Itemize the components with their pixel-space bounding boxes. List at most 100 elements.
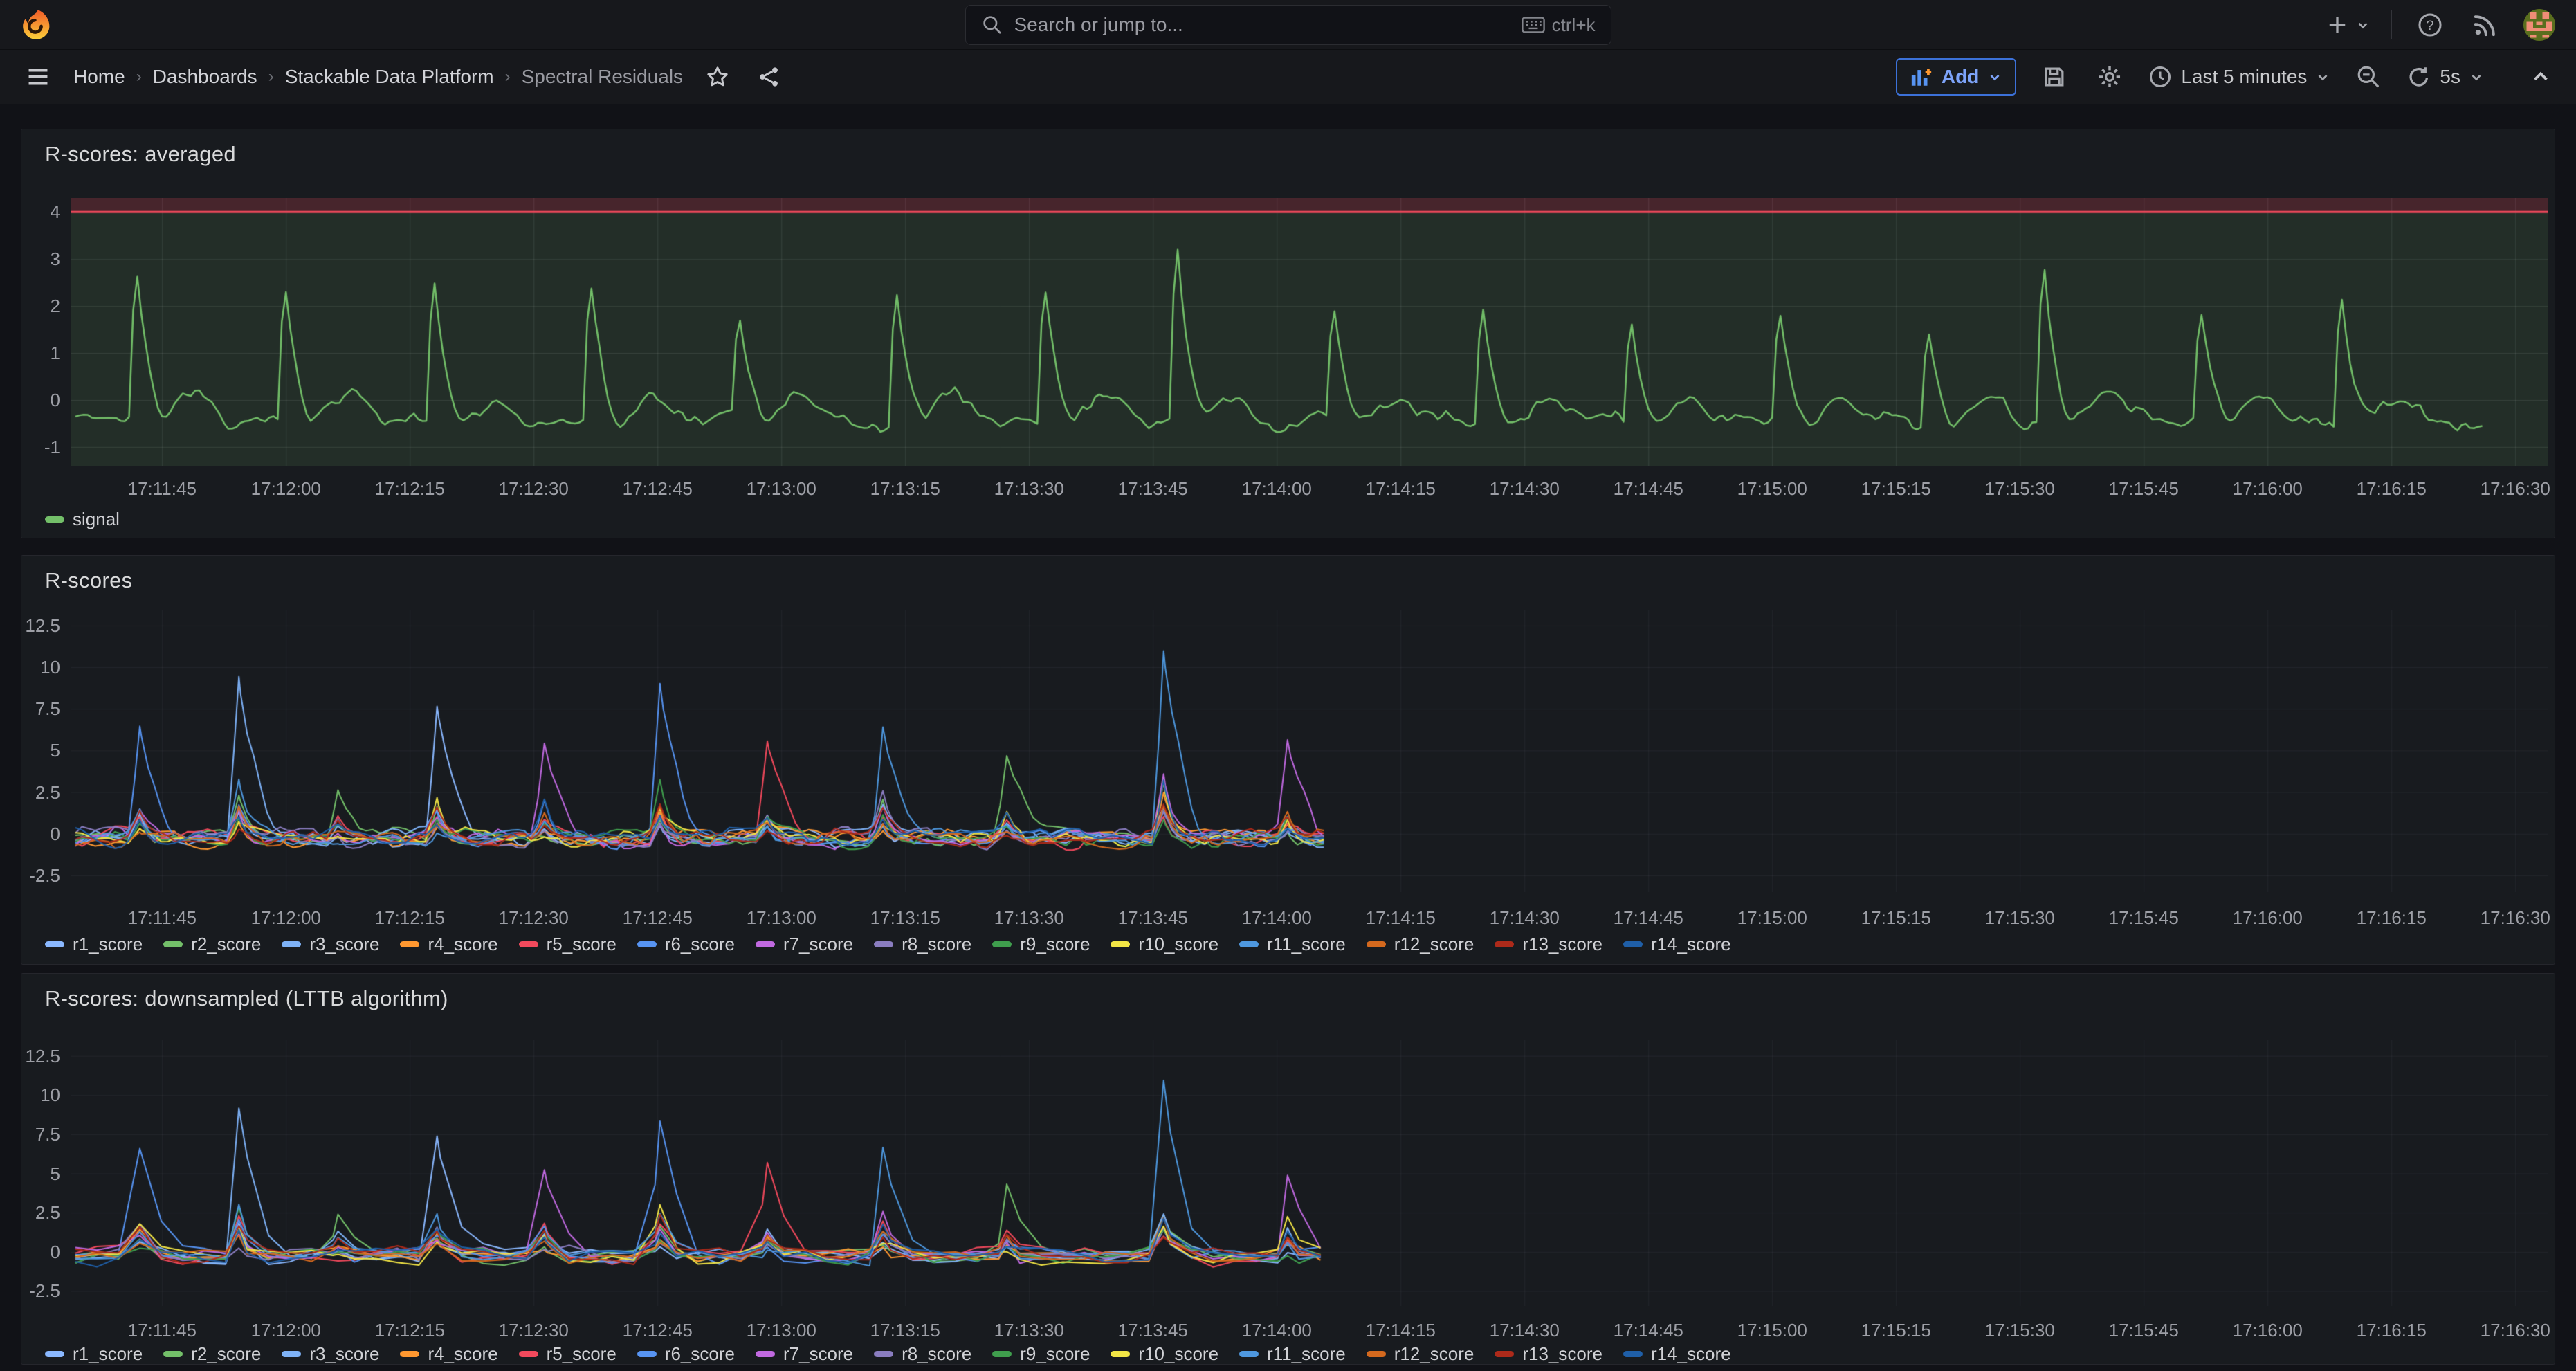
legend-item-r9_score[interactable]: r9_score — [992, 934, 1090, 955]
legend-item-r5_score[interactable]: r5_score — [519, 934, 616, 955]
panel-title[interactable]: R-scores: downsampled (LTTB algorithm) — [45, 986, 448, 1011]
legend-item-r13_score[interactable]: r13_score — [1495, 1343, 1602, 1365]
legend-label: r5_score — [547, 1343, 616, 1365]
legend-item-r1_score[interactable]: r1_score — [45, 934, 143, 955]
legend-item-r12_score[interactable]: r12_score — [1367, 1343, 1474, 1365]
zoom-out-button[interactable] — [2351, 60, 2386, 94]
legend-item-r11_score[interactable]: r11_score — [1239, 1343, 1346, 1365]
dashboard-settings-button[interactable] — [2092, 60, 2127, 94]
top-bar: Search or jump to... ctrl+k ? — [0, 0, 2576, 50]
legend-item-r4_score[interactable]: r4_score — [400, 1343, 497, 1365]
time-series-plot[interactable] — [71, 1040, 2548, 1306]
legend-item-r7_score[interactable]: r7_score — [756, 1343, 853, 1365]
search-input[interactable]: Search or jump to... ctrl+k — [965, 5, 1611, 45]
y-tick-label: 1 — [21, 343, 60, 363]
y-tick-label: 10 — [21, 1084, 60, 1105]
x-tick-label: 17:14:15 — [1345, 907, 1456, 929]
help-button[interactable]: ? — [2413, 8, 2447, 42]
breadcrumb-current: Spectral Residuals — [522, 66, 683, 88]
legend-item-r10_score[interactable]: r10_score — [1111, 1343, 1218, 1365]
legend-item-r8_score[interactable]: r8_score — [874, 934, 971, 955]
x-tick-label: 17:16:15 — [2336, 1320, 2447, 1341]
legend-item-r10_score[interactable]: r10_score — [1111, 934, 1218, 955]
legend-color-pill — [519, 1351, 538, 1357]
chevron-right-icon: › — [505, 67, 511, 87]
legend-item-r2_score[interactable]: r2_score — [163, 1343, 261, 1365]
legend-label: r7_score — [783, 934, 853, 955]
legend-item-r3_score[interactable]: r3_score — [282, 934, 379, 955]
legend-color-pill — [992, 1351, 1012, 1357]
add-panel-button[interactable]: Add — [1896, 58, 2016, 96]
legend-item-r1_score[interactable]: r1_score — [45, 1343, 143, 1365]
y-tick-label: 0 — [21, 824, 60, 844]
x-tick-label: 17:14:00 — [1221, 1320, 1332, 1341]
legend-item-r11_score[interactable]: r11_score — [1239, 934, 1346, 955]
legend-color-pill — [45, 941, 64, 947]
save-dashboard-button[interactable] — [2037, 60, 2072, 94]
legend-item-r12_score[interactable]: r12_score — [1367, 934, 1474, 955]
time-series-plot[interactable] — [71, 198, 2548, 466]
x-tick-label: 17:15:30 — [1964, 1320, 2075, 1341]
legend-color-pill — [637, 941, 657, 947]
x-tick-label: 17:16:15 — [2336, 907, 2447, 929]
x-tick-label: 17:14:15 — [1345, 478, 1456, 500]
legend-color-pill — [756, 941, 775, 947]
x-tick-label: 17:15:30 — [1964, 907, 2075, 929]
new-menu-button[interactable] — [2325, 12, 2371, 37]
x-tick-label: 17:12:00 — [230, 907, 341, 929]
legend-item-r13_score[interactable]: r13_score — [1495, 934, 1602, 955]
favorite-star-button[interactable] — [701, 60, 734, 93]
collapse-toolbar-button[interactable] — [2526, 62, 2555, 91]
time-range-picker[interactable]: Last 5 minutes — [2148, 64, 2330, 89]
refresh-icon — [2406, 64, 2431, 89]
legend-color-pill — [1239, 941, 1259, 947]
legend-color-pill — [637, 1351, 657, 1357]
legend-item-r3_score[interactable]: r3_score — [282, 1343, 379, 1365]
legend-item-r6_score[interactable]: r6_score — [637, 1343, 735, 1365]
news-rss-button[interactable] — [2468, 8, 2503, 42]
time-series-plot[interactable] — [71, 610, 2548, 892]
legend-item-r4_score[interactable]: r4_score — [400, 934, 497, 955]
legend-item-r14_score[interactable]: r14_score — [1623, 934, 1731, 955]
search-shortcut: ctrl+k — [1552, 15, 1596, 36]
panel-legend: r1_score r2_score r3_score r4_score r5_score… — [45, 934, 1731, 955]
panel-title[interactable]: R-scores — [45, 568, 132, 593]
legend-item-r9_score[interactable]: r9_score — [992, 1343, 1090, 1365]
legend-color-pill — [45, 1351, 64, 1357]
y-tick-label: 0 — [21, 390, 60, 410]
share-button[interactable] — [752, 60, 785, 93]
y-tick-label: 0 — [21, 1242, 60, 1262]
legend-label: r12_score — [1394, 1343, 1474, 1365]
breadcrumb-dashboards[interactable]: Dashboards — [153, 66, 257, 88]
legend-item-signal[interactable]: signal — [45, 509, 120, 530]
x-tick-label: 17:15:00 — [1717, 478, 1827, 500]
legend-item-r7_score[interactable]: r7_score — [756, 934, 853, 955]
legend-item-r14_score[interactable]: r14_score — [1623, 1343, 1731, 1365]
panel-title[interactable]: R-scores: averaged — [45, 142, 236, 167]
user-avatar[interactable] — [2523, 9, 2555, 41]
legend-color-pill — [163, 941, 183, 947]
breadcrumb-folder[interactable]: Stackable Data Platform — [285, 66, 494, 88]
legend-item-r5_score[interactable]: r5_score — [519, 1343, 616, 1365]
legend-label: r13_score — [1522, 1343, 1602, 1365]
x-tick-label: 17:13:30 — [974, 907, 1084, 929]
legend-label: r11_score — [1267, 1343, 1346, 1365]
x-tick-label: 17:14:00 — [1221, 478, 1332, 500]
y-tick-label: 2 — [21, 296, 60, 316]
x-tick-label: 17:14:30 — [1469, 1320, 1580, 1341]
x-tick-label: 17:11:45 — [107, 907, 217, 929]
legend-label: r10_score — [1138, 934, 1218, 955]
grafana-logo-icon[interactable] — [21, 9, 53, 41]
x-tick-label: 17:12:45 — [602, 1320, 713, 1341]
legend-item-r2_score[interactable]: r2_score — [163, 934, 261, 955]
search-icon — [981, 14, 1003, 36]
menu-toggle-button[interactable] — [21, 60, 55, 94]
legend-item-r6_score[interactable]: r6_score — [637, 934, 735, 955]
refresh-button[interactable]: 5s — [2406, 64, 2484, 89]
x-tick-label: 17:14:00 — [1221, 907, 1332, 929]
breadcrumb-home[interactable]: Home — [73, 66, 125, 88]
legend-item-r8_score[interactable]: r8_score — [874, 1343, 971, 1365]
panel-r-scores-averaged: R-scores: averaged 43210-117:11:4517:12:… — [21, 129, 2555, 538]
legend-label: r4_score — [428, 1343, 497, 1365]
x-tick-label: 17:13:30 — [974, 478, 1084, 500]
